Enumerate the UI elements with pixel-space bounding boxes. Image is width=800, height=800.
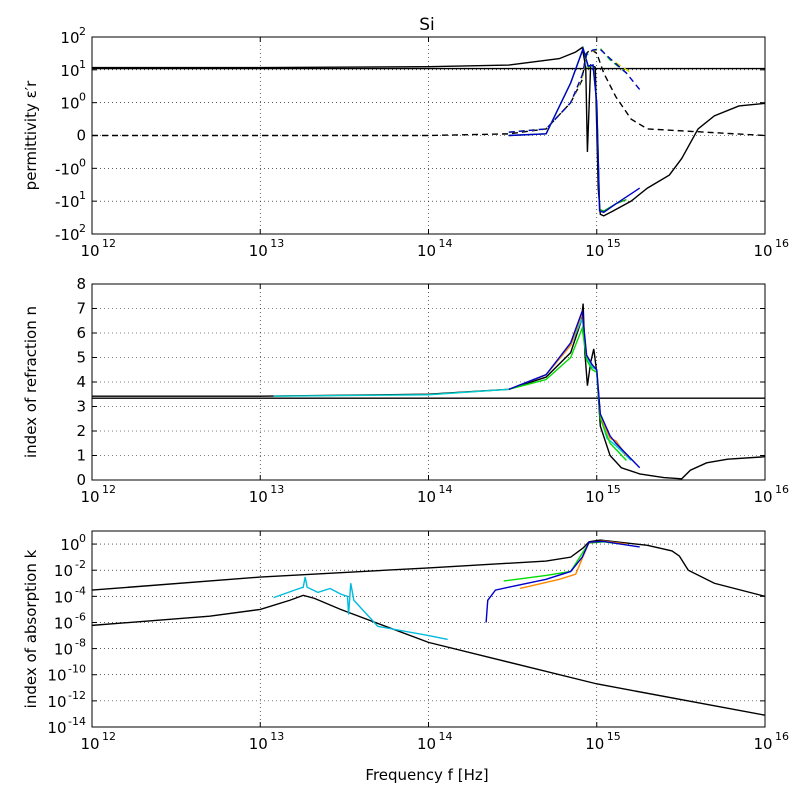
x-tick-exponent: 12 xyxy=(102,730,116,743)
y-tick-label: 10 xyxy=(54,614,73,632)
series-line-5 xyxy=(508,325,627,461)
x-tick-label: 10 xyxy=(585,242,604,260)
y-tick-exponent: 0 xyxy=(79,91,86,104)
series-group xyxy=(92,46,765,217)
x-tick-label: 10 xyxy=(80,488,99,506)
y-tick-label: 10 xyxy=(60,536,79,554)
series-line-6 xyxy=(508,310,641,469)
y-tick-label: 10 xyxy=(47,719,66,737)
x-tick-label: 10 xyxy=(753,488,772,506)
y-tick-label: 10 xyxy=(54,562,73,580)
x-tick-label: 10 xyxy=(80,735,99,753)
x-tick-exponent: 13 xyxy=(270,730,284,743)
y-tick-exponent: 0 xyxy=(79,532,86,545)
x-tick-exponent: 12 xyxy=(102,237,116,250)
x-tick-exponent: 14 xyxy=(439,730,453,743)
x-tick-label: 10 xyxy=(585,735,604,753)
y-tick-exponent: 2 xyxy=(79,222,86,235)
y-tick-exponent: -8 xyxy=(75,637,86,650)
x-tick-exponent: 16 xyxy=(775,237,789,250)
series-line-3 xyxy=(273,576,448,641)
y-tick-label: 2 xyxy=(76,422,86,440)
y-tick-label: 3 xyxy=(76,398,86,416)
x-tick-label: 10 xyxy=(80,242,99,260)
y-tick-exponent: -2 xyxy=(75,558,86,571)
y-tick-exponent: -14 xyxy=(68,715,86,728)
y-tick-label: 10 xyxy=(54,641,73,659)
y-axis-label: permittivity ε′r xyxy=(22,80,40,190)
x-tick-label: 10 xyxy=(753,242,772,260)
series-line-2 xyxy=(92,594,765,716)
series-line-7 xyxy=(508,48,632,133)
y-tick-label: 6 xyxy=(76,324,86,342)
x-tick-label: 10 xyxy=(417,735,436,753)
x-tick-exponent: 16 xyxy=(775,483,789,496)
y-axis-label: index of absorption k xyxy=(22,549,40,708)
y-tick-label: 8 xyxy=(76,275,86,293)
y-tick-exponent: -10 xyxy=(68,663,86,676)
series-line-6 xyxy=(485,540,640,623)
x-tick-label: 10 xyxy=(249,242,268,260)
x-tick-exponent: 13 xyxy=(270,483,284,496)
x-tick-exponent: 15 xyxy=(607,730,621,743)
x-tick-label: 10 xyxy=(417,488,436,506)
axes-frame xyxy=(91,530,766,728)
y-tick-label: 0 xyxy=(76,127,86,145)
series-line-1 xyxy=(92,46,765,217)
x-tick-exponent: 14 xyxy=(439,483,453,496)
series-line-5 xyxy=(508,46,641,214)
y-tick-exponent: -12 xyxy=(68,689,86,702)
y-tick-label: 10 xyxy=(60,62,79,80)
y-tick-exponent: -6 xyxy=(75,610,86,623)
series-line-8 xyxy=(508,48,641,133)
y-tick-exponent: 2 xyxy=(79,25,86,38)
x-tick-exponent: 15 xyxy=(607,237,621,250)
x-axis-label: Frequency f [Hz] xyxy=(365,766,488,784)
x-tick-label: 10 xyxy=(753,735,772,753)
x-tick-exponent: 12 xyxy=(102,483,116,496)
x-tick-exponent: 14 xyxy=(439,237,453,250)
y-tick-exponent: -4 xyxy=(75,584,86,597)
y-tick-label: 0 xyxy=(76,471,86,489)
series-group xyxy=(92,539,765,716)
y-tick-label: 4 xyxy=(76,373,86,391)
y-tick-exponent: 0 xyxy=(79,156,86,169)
y-tick-label: 5 xyxy=(76,349,86,367)
y-tick-label: -10 xyxy=(55,193,80,211)
series-group xyxy=(92,303,765,480)
x-tick-label: 10 xyxy=(585,488,604,506)
series-line-4 xyxy=(503,541,627,582)
x-tick-exponent: 13 xyxy=(270,237,284,250)
y-tick-exponent: 1 xyxy=(79,58,86,71)
series-line-1 xyxy=(92,539,765,598)
x-tick-exponent: 15 xyxy=(607,483,621,496)
series-line-1 xyxy=(92,303,765,480)
x-tick-label: 10 xyxy=(417,242,436,260)
panel-1: 10 12 10 13 10 14 10 15 10 1621011001000-101-102-… xyxy=(22,25,789,260)
series-line-3 xyxy=(92,48,765,137)
y-tick-label: 10 xyxy=(60,29,79,47)
y-tick-label: 7 xyxy=(76,300,86,318)
chart-title: Si xyxy=(419,15,435,35)
x-tick-label: 10 xyxy=(249,735,268,753)
y-axis-label: index of refraction n xyxy=(22,306,40,458)
y-tick-exponent: 1 xyxy=(79,189,86,202)
panel-3: 10 12 10 13 10 14 10 15 10 16010-210-410-610-810-… xyxy=(22,530,789,753)
y-tick-label: 10 xyxy=(47,693,66,711)
x-tick-label: 10 xyxy=(249,488,268,506)
y-tick-label: -10 xyxy=(55,160,80,178)
y-tick-label: 10 xyxy=(60,95,79,113)
x-tick-exponent: 16 xyxy=(775,730,789,743)
series-line-4 xyxy=(508,46,627,212)
y-tick-label: 10 xyxy=(54,588,73,606)
y-tick-label: 1 xyxy=(76,447,86,465)
y-tick-label: 10 xyxy=(47,667,66,685)
y-tick-label: -10 xyxy=(55,226,80,244)
